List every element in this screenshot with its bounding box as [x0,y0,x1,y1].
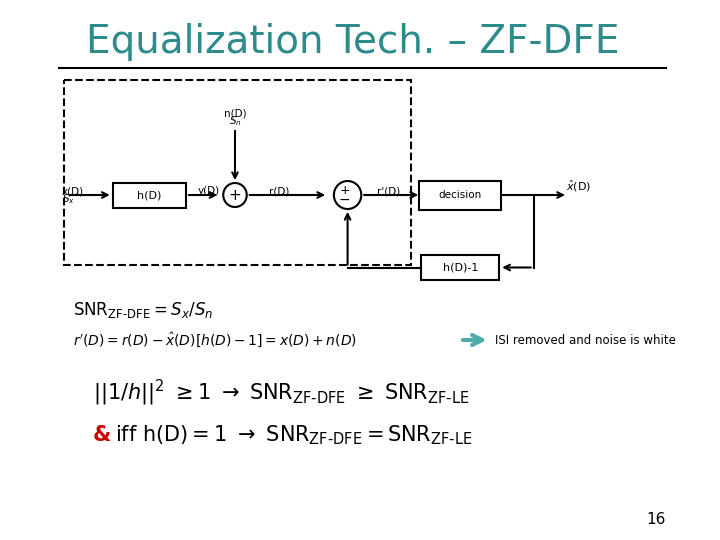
Text: $S_x$: $S_x$ [62,192,75,206]
Text: n(D): n(D) [224,108,246,118]
Text: r'(D): r'(D) [377,186,400,196]
Text: $\hat{x}$(D): $\hat{x}$(D) [566,178,591,194]
Circle shape [223,183,247,207]
Text: h(D): h(D) [137,191,161,200]
Text: Equalization Tech. – ZF-DFE: Equalization Tech. – ZF-DFE [86,23,619,61]
FancyBboxPatch shape [419,181,501,210]
Text: +: + [229,188,241,203]
FancyBboxPatch shape [112,183,186,208]
Text: $\mathrm{SNR_{ZF\text{-}DFE}} = S_x/S_n$: $\mathrm{SNR_{ZF\text{-}DFE}} = S_x/S_n$ [73,300,214,320]
Text: $S_n$: $S_n$ [229,114,241,128]
Text: y(D): y(D) [197,186,220,196]
Text: r(D): r(D) [269,186,289,196]
Circle shape [334,181,361,209]
Text: h(D)-1: h(D)-1 [443,262,478,273]
Text: x(D): x(D) [62,186,84,196]
Text: −: − [339,193,351,207]
Text: decision: decision [438,191,482,200]
Text: $\mathrm{iff\ h(D)=1\ \rightarrow\ SNR}_{\mathrm{ZF\text{-}DFE}}\mathrm{=SNR}_{\: $\mathrm{iff\ h(D)=1\ \rightarrow\ SNR}_… [114,423,472,447]
Text: $r'(D) = r(D) - \hat{x}(D)[h(D)-1] = x(D)+n(D)$: $r'(D) = r(D) - \hat{x}(D)[h(D)-1] = x(D… [73,330,357,349]
Text: 16: 16 [647,512,666,528]
Text: ISI removed and noise is white: ISI removed and noise is white [495,334,676,347]
Text: &: & [93,425,112,445]
Text: +: + [339,185,350,198]
FancyBboxPatch shape [421,255,500,280]
Text: $||1/h||^2$ $\geq 1\ \rightarrow\ \mathrm{SNR}_{\mathrm{ZF\text{-}DFE}}\ \geq\ \: $||1/h||^2$ $\geq 1\ \rightarrow\ \mathr… [93,378,469,408]
